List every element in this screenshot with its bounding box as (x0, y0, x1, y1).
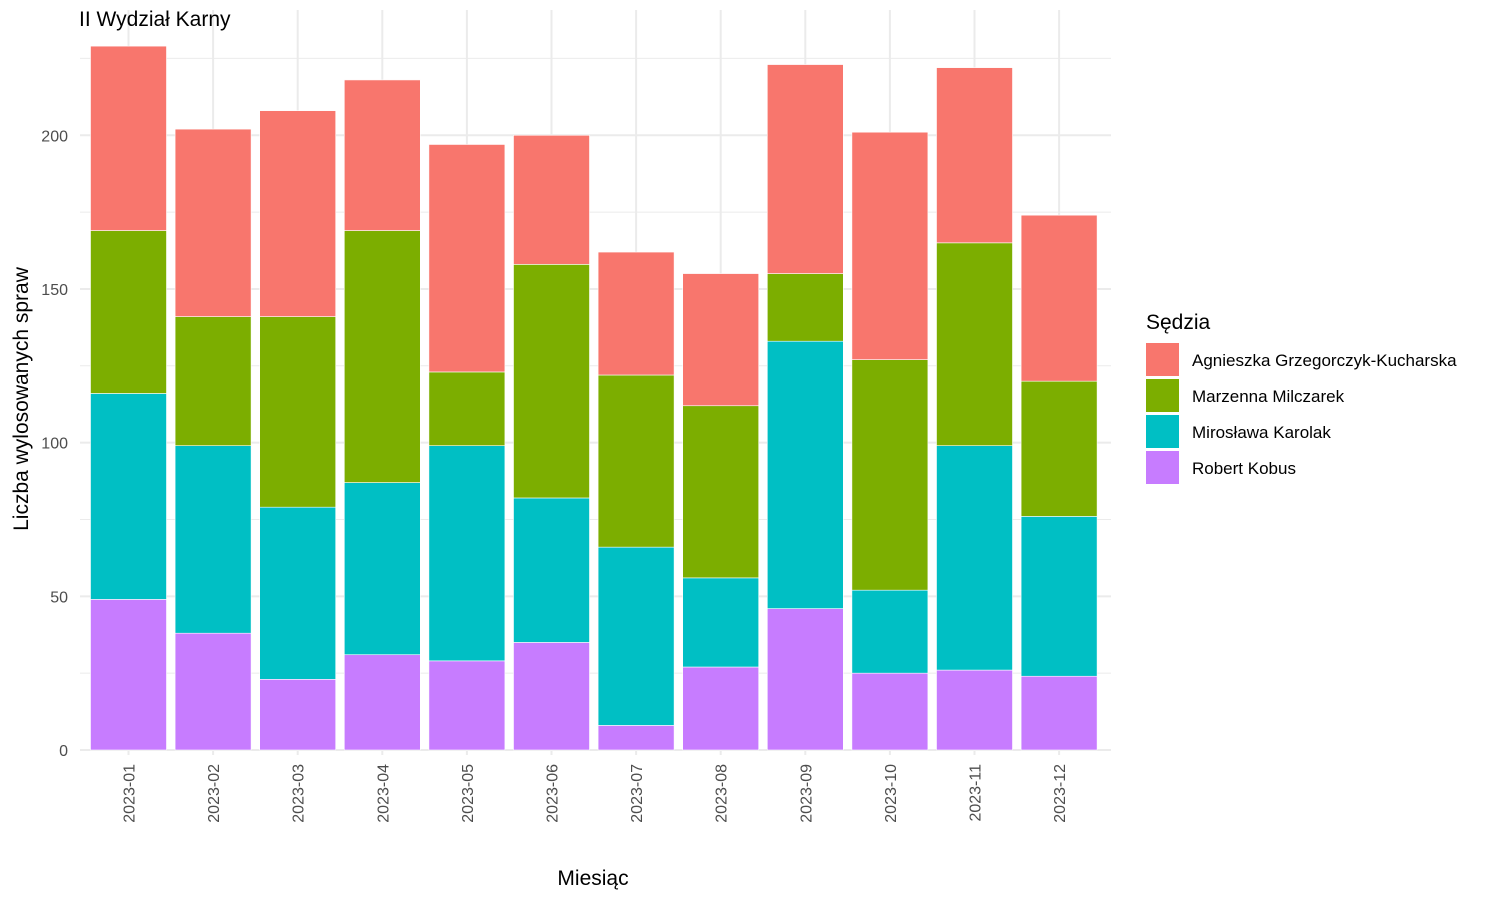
bar-segment (851, 131, 929, 360)
x-tick-label: 2023-05 (460, 764, 477, 823)
y-tick-label: 150 (41, 282, 68, 299)
legend-label: Agnieszka Grzegorczyk-Kucharska (1192, 351, 1457, 370)
x-tick-label: 2023-08 (714, 764, 731, 823)
bars (90, 45, 1098, 751)
legend-swatch (1146, 343, 1179, 376)
bar-segment (597, 546, 675, 726)
bar-segment (428, 371, 506, 447)
legend-title: Sędzia (1146, 311, 1211, 334)
bar-segment (259, 316, 337, 508)
bar-segment (343, 79, 421, 231)
bar-segment (259, 506, 337, 680)
legend-swatch (1146, 451, 1179, 484)
bar-segment (428, 445, 506, 662)
x-axis-title: Miesiąc (557, 867, 628, 890)
bar-segment (428, 144, 506, 373)
legend-swatch (1146, 415, 1179, 448)
bar-segment (1020, 516, 1098, 677)
bar-segment (90, 393, 167, 600)
bar-segment (259, 110, 337, 317)
legend-label: Marzenna Milczarek (1192, 387, 1345, 406)
bar-segment (174, 128, 252, 317)
bar-segment (513, 497, 590, 643)
bar-segment (851, 359, 929, 591)
x-tick-label: 2023-07 (629, 764, 646, 823)
chart-title: II Wydział Karny (79, 8, 231, 31)
bar-segment (90, 45, 167, 231)
bar-segment (174, 632, 252, 751)
x-tick-label: 2023-01 (122, 764, 139, 823)
x-axis-ticks: 2023-01 2023-02 2023-03 2023-04 2023-05 2023-… (122, 764, 1070, 823)
y-tick-label: 200 (41, 128, 68, 145)
bar-segment (90, 230, 167, 394)
x-tick-label: 2023-02 (206, 764, 223, 823)
bar-segment (513, 642, 590, 751)
y-tick-label: 0 (59, 743, 68, 760)
x-tick-label: 2023-11 (968, 764, 985, 822)
bar-segment (174, 445, 252, 634)
x-tick-label: 2023-04 (375, 764, 392, 823)
bar-segment (428, 660, 506, 751)
bar-segment (90, 599, 167, 751)
bar-segment (851, 589, 929, 674)
bar-segment (1020, 380, 1098, 517)
bar-segment (766, 64, 844, 274)
bar-segment (766, 340, 844, 609)
bar-segment (513, 264, 590, 499)
bar-segment (936, 669, 1013, 751)
bar-segment (936, 242, 1013, 447)
bar-segment (936, 445, 1013, 671)
bar-segment (766, 608, 844, 751)
bar-segment (1020, 214, 1098, 382)
x-tick-label: 2023-06 (545, 764, 562, 823)
bar-segment (597, 725, 675, 751)
x-tick-label: 2023-10 (883, 764, 900, 823)
legend: Sędzia Agnieszka Grzegorczyk-Kucharska Ma… (1146, 311, 1457, 484)
bar-segment (597, 251, 675, 376)
bar-segment (597, 374, 675, 548)
y-tick-label: 50 (50, 589, 68, 606)
bar-segment (343, 482, 421, 656)
bar-segment (259, 679, 337, 751)
legend-label: Mirosława Karolak (1192, 423, 1331, 442)
bar-segment (1020, 675, 1098, 751)
x-tick-label: 2023-12 (1052, 764, 1069, 823)
x-tick-label: 2023-09 (798, 764, 815, 823)
bar-segment (682, 666, 760, 751)
legend-label: Robert Kobus (1192, 459, 1296, 478)
y-axis-title: Liczba wylosowanych spraw (10, 266, 33, 531)
bar-segment (174, 316, 252, 447)
bar-segment (682, 577, 760, 668)
y-tick-label: 100 (41, 436, 68, 453)
legend-swatch (1146, 379, 1179, 412)
y-axis-ticks: 0 50 100 150 200 (41, 128, 68, 760)
bar-segment (936, 67, 1013, 244)
bar-segment (682, 405, 760, 579)
bar-segment (682, 273, 760, 407)
bar-segment (766, 273, 844, 342)
bar-segment (343, 654, 421, 751)
bar-segment (851, 672, 929, 751)
x-tick-label: 2023-03 (291, 764, 308, 823)
bar-segment (513, 134, 590, 265)
bar-segment (343, 230, 421, 483)
